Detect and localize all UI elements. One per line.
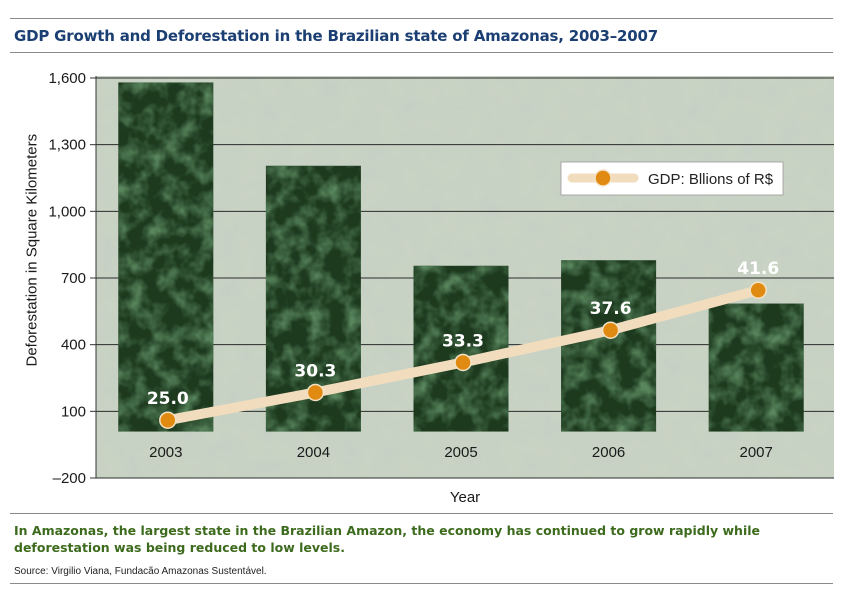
legend-label: GDP: Bllions of R$ [648,171,774,188]
y-tick-label: 1,000 [48,203,86,220]
y-tick-label: 700 [61,270,86,287]
gdp-point [749,281,767,299]
y-tick-label: 1,300 [48,137,86,154]
gdp-point [601,321,620,339]
x-axis-tick-labels: 2003 2004 2005 2006 2007 [149,444,773,461]
gdp-point [159,411,177,429]
y-tick-label: –200 [53,470,86,487]
bottom-rule [10,583,833,584]
y-axis-label: Deforestation in Square Kilometers [23,133,41,367]
bar-forest-texture [561,260,657,432]
top-rule [10,18,833,19]
x-tick-label: 2005 [444,444,477,461]
y-tick-label: 100 [61,403,86,420]
page-title: GDP Growth and Deforestation in the Braz… [14,27,658,45]
gdp-data-label: 30.3 [294,361,336,381]
y-tick-label: 400 [61,337,86,354]
title-rule [10,52,833,53]
x-axis-label: Year [450,489,480,506]
gdp-point [306,383,325,402]
bars [118,82,804,432]
bar-forest-texture [118,82,214,432]
x-tick-label: 2004 [297,444,330,461]
caption-rule [10,513,833,514]
bar-forest-texture [413,265,509,432]
bar-forest-texture [708,303,804,432]
y-axis-tick-labels: 1,600 1,300 1,000 700 400 100 –200 [48,70,86,487]
gdp-data-label: 37.6 [590,299,632,319]
x-tick-label: 2007 [740,444,773,461]
gdp-series: 25.0 30.3 33.3 37.6 41.6 [147,259,779,429]
gdp-data-label: 25.0 [147,389,189,409]
x-tick-label: 2003 [149,444,182,461]
source-note: Source: Virgilio Viana, Fundacão Amazona… [14,566,267,577]
legend: GDP: Bllions of R$ [560,161,784,196]
y-tick-label: 1,600 [48,70,86,87]
gdp-data-label: 33.3 [442,331,484,351]
gdp-data-label: 41.6 [737,259,779,279]
caption: In Amazonas, the largest state in the Br… [14,523,761,555]
x-tick-label: 2006 [592,444,625,461]
legend-marker-swatch [594,169,612,187]
gdp-point [454,353,472,372]
